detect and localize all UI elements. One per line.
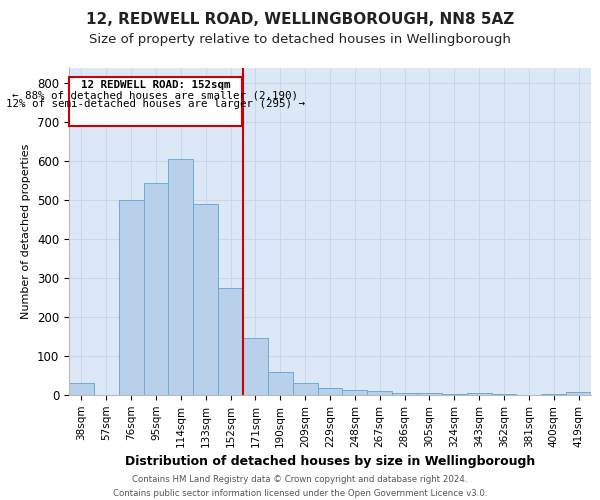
Text: 12, REDWELL ROAD, WELLINGBOROUGH, NN8 5AZ: 12, REDWELL ROAD, WELLINGBOROUGH, NN8 5A… <box>86 12 514 28</box>
X-axis label: Distribution of detached houses by size in Wellingborough: Distribution of detached houses by size … <box>125 455 535 468</box>
Bar <box>268 372 293 395</box>
Bar <box>392 394 417 395</box>
Bar <box>293 384 317 395</box>
Bar <box>467 394 491 395</box>
Bar <box>143 182 169 395</box>
Bar <box>243 338 268 395</box>
Bar <box>317 388 343 395</box>
Bar <box>119 200 143 395</box>
Bar <box>193 204 218 395</box>
Bar <box>367 391 392 395</box>
Text: 12% of semi-detached houses are larger (295) →: 12% of semi-detached houses are larger (… <box>6 99 305 109</box>
Y-axis label: Number of detached properties: Number of detached properties <box>22 144 31 319</box>
Bar <box>541 394 566 395</box>
Bar <box>169 159 193 395</box>
Text: Contains HM Land Registry data © Crown copyright and database right 2024.
Contai: Contains HM Land Registry data © Crown c… <box>113 476 487 498</box>
Bar <box>442 394 467 395</box>
Bar <box>218 288 243 395</box>
Bar <box>343 390 367 395</box>
Bar <box>566 392 591 395</box>
Text: ← 88% of detached houses are smaller (2,190): ← 88% of detached houses are smaller (2,… <box>13 90 298 100</box>
Bar <box>417 393 442 395</box>
Text: 12 REDWELL ROAD: 152sqm: 12 REDWELL ROAD: 152sqm <box>80 80 230 90</box>
FancyBboxPatch shape <box>69 77 242 126</box>
Text: Size of property relative to detached houses in Wellingborough: Size of property relative to detached ho… <box>89 32 511 46</box>
Bar <box>491 394 517 395</box>
Bar <box>69 384 94 395</box>
